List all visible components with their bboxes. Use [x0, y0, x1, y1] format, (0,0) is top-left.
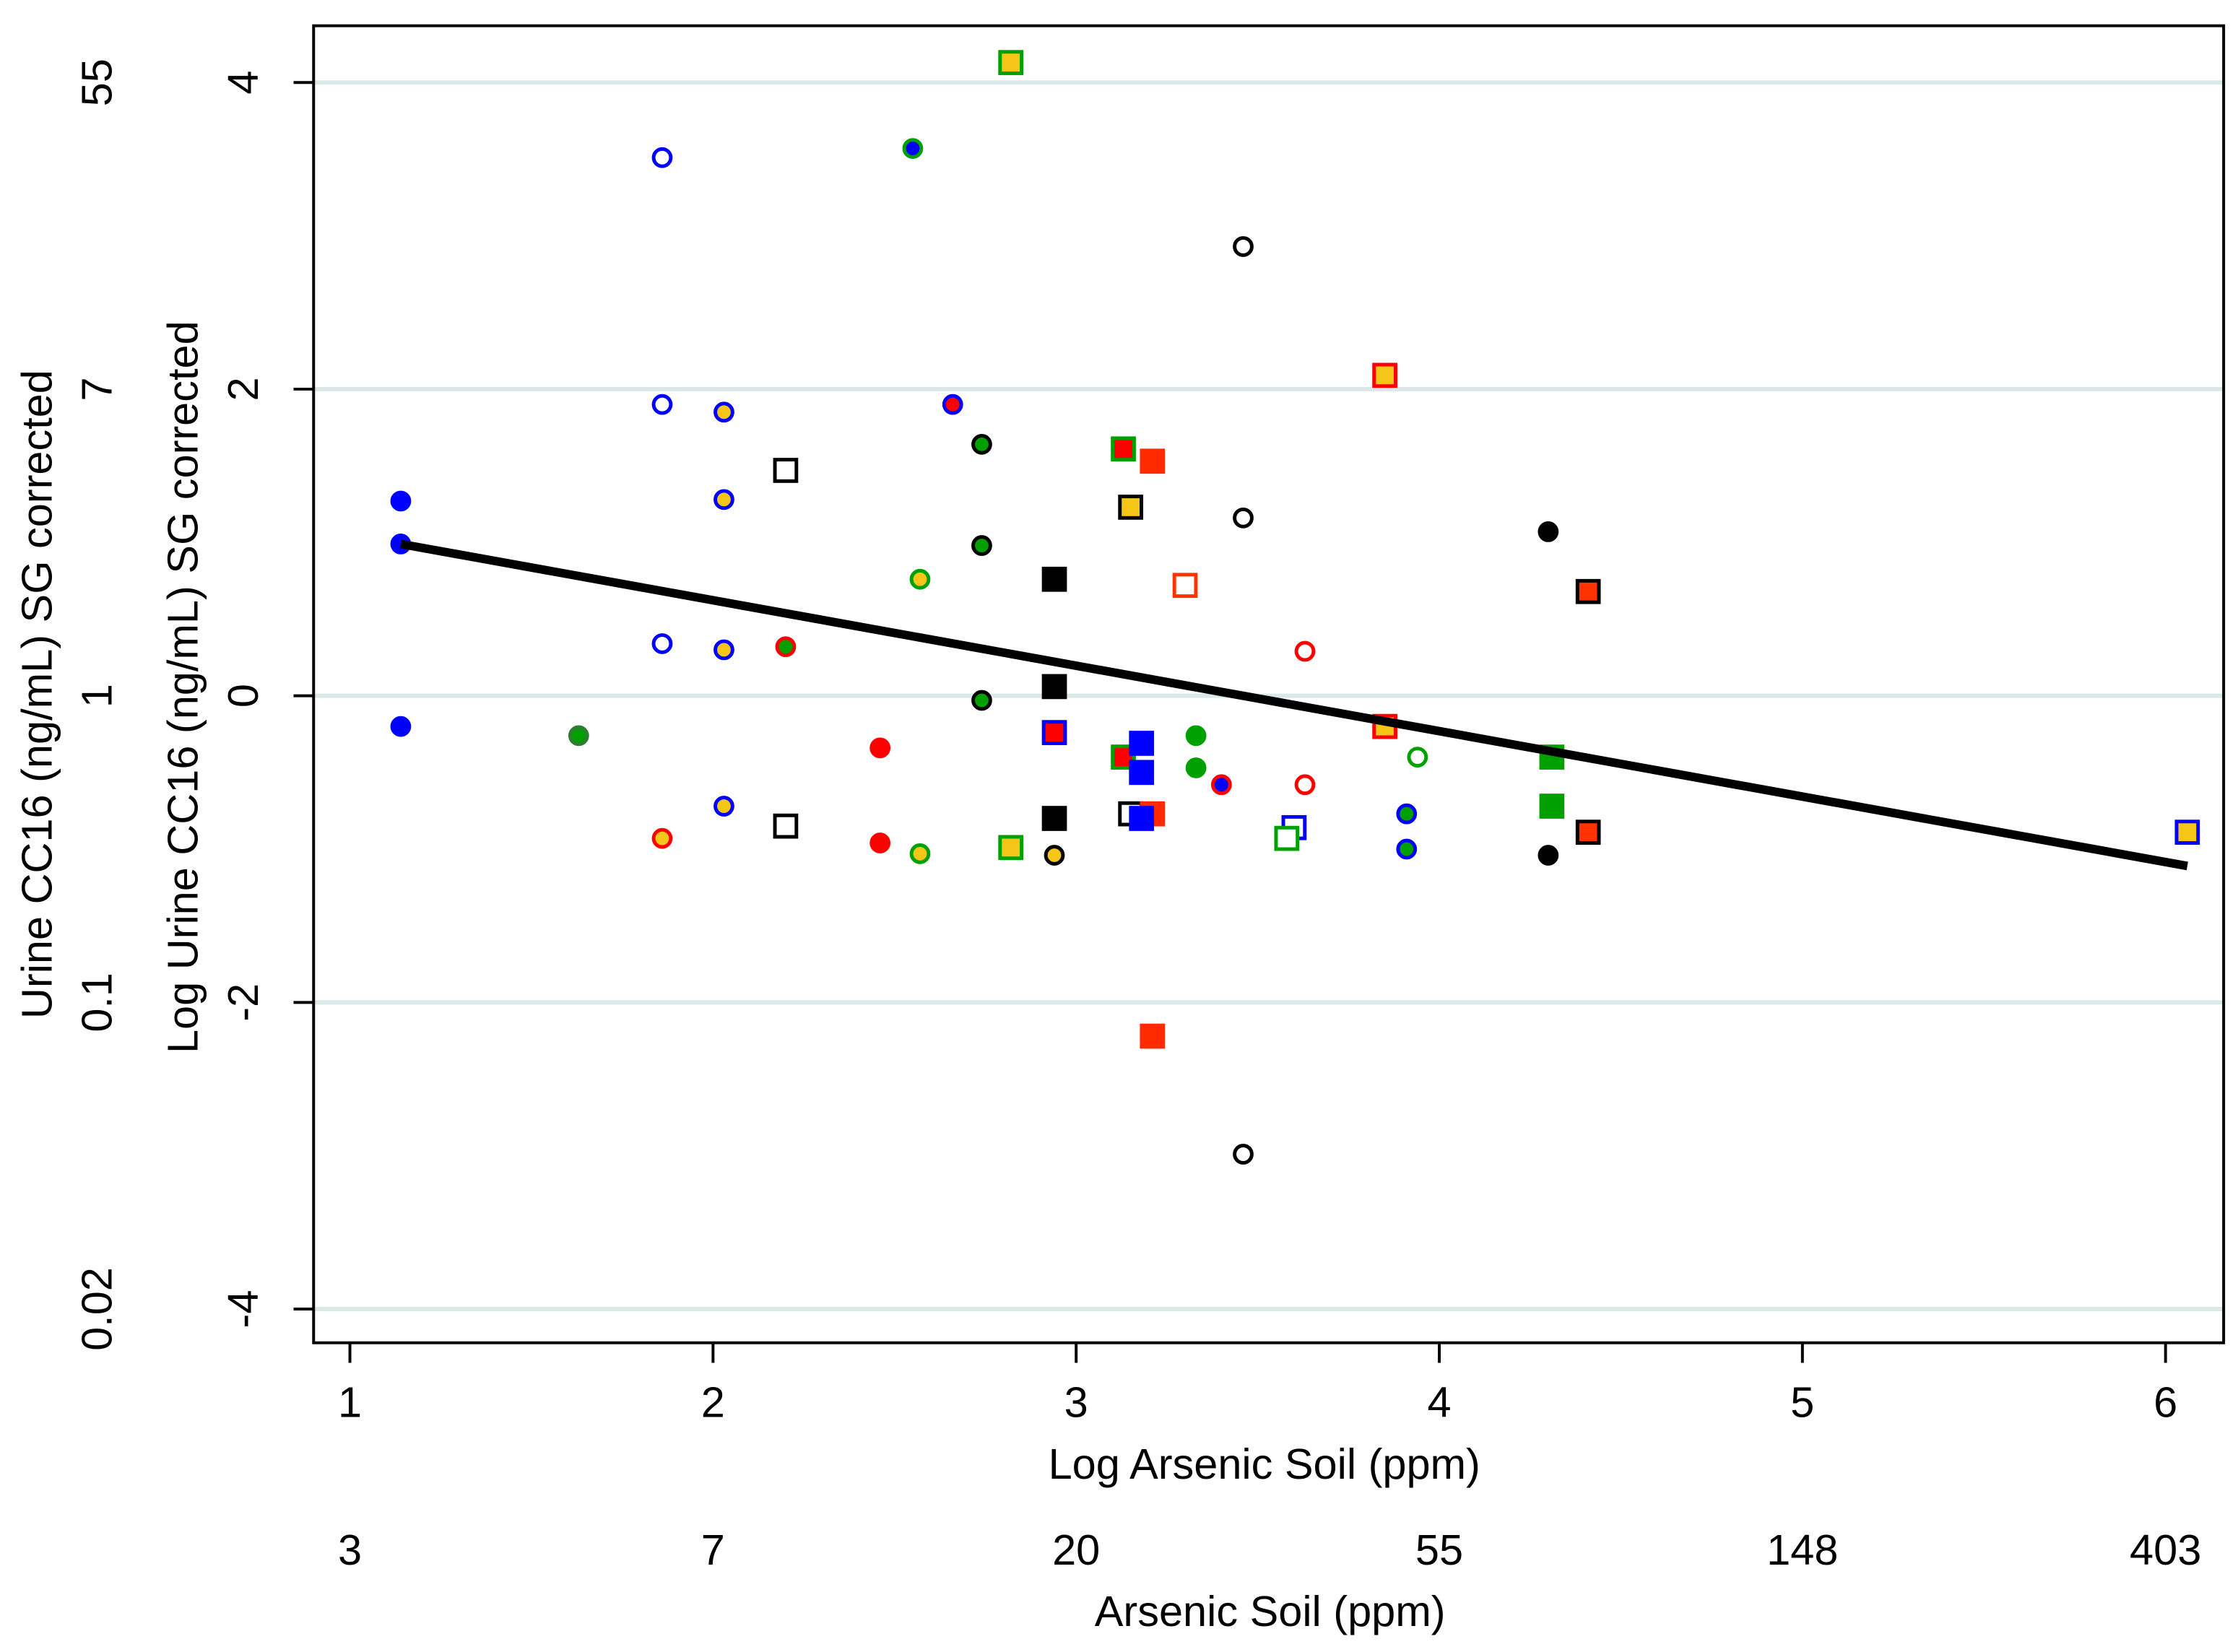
circle-point [1294, 774, 1316, 796]
circle-point [714, 489, 734, 510]
square-point [1539, 794, 1565, 819]
x-tick-label: 1 [338, 1378, 362, 1427]
circle-point [390, 490, 412, 512]
y-tick-label: 4 [219, 71, 267, 95]
y-tick-label: 2 [219, 377, 267, 401]
circle-point [714, 401, 734, 423]
circle-point [775, 636, 797, 658]
x-tick-label: 4 [1427, 1378, 1451, 1427]
circle-point [1185, 725, 1207, 747]
circle-point [909, 843, 931, 864]
circle-point [902, 138, 924, 159]
y-outer-axis-title: Urine CC16 (ng/mL) SG corrected [12, 370, 61, 1019]
x-tick-label: 5 [1790, 1378, 1814, 1427]
square-point [1041, 806, 1067, 831]
grid [313, 80, 2224, 1312]
square-point [1118, 495, 1143, 520]
square-point [1172, 573, 1198, 599]
y-tick-label: 0 [219, 684, 267, 708]
circle-point [390, 716, 412, 737]
circle-point [1233, 507, 1254, 529]
x-outer-tick-label: 148 [1766, 1526, 1838, 1574]
circle-point [1233, 1144, 1254, 1165]
y-outer-tick-label: 7 [73, 377, 121, 401]
circle-point [1044, 845, 1065, 866]
x-outer-tick-label: 403 [2130, 1526, 2201, 1574]
circle-point [1210, 774, 1232, 796]
x-axis-title: Log Arsenic Soil (ppm) [1049, 1440, 1480, 1488]
plot-frame [312, 24, 2226, 1344]
circle-point [1185, 757, 1207, 778]
circle-point [651, 827, 673, 849]
square-point [1111, 436, 1136, 462]
circle-point [971, 535, 992, 556]
circle-point [714, 796, 734, 817]
square-point [998, 50, 1024, 75]
square-point [2174, 820, 2200, 845]
circle-point [1537, 845, 1559, 866]
y-outer-tick-label: 0.1 [73, 973, 121, 1032]
x-outer-tick-label: 20 [1052, 1526, 1100, 1574]
square-point [1041, 720, 1067, 745]
circle-point [971, 690, 992, 711]
circle-point [1537, 521, 1559, 542]
y-axis-title: Log Urine CC16 (ng/mL) SG corrected [159, 321, 207, 1053]
x-outer-tick-label: 3 [338, 1526, 362, 1574]
circle-point [1396, 838, 1418, 860]
circle-point [869, 832, 891, 853]
y-outer-tick-label: 1 [73, 684, 121, 708]
y-outer-tick-label: 55 [73, 58, 121, 106]
x-tick-label: 3 [1064, 1378, 1088, 1427]
square-point [1129, 806, 1155, 831]
circle-point [909, 568, 931, 590]
x-tick-label: 6 [2154, 1378, 2177, 1427]
circle-point [568, 725, 589, 747]
square-point [1575, 820, 1601, 845]
circle-point [1233, 236, 1254, 257]
circle-point [714, 639, 734, 661]
x-outer-tick-label: 7 [701, 1526, 725, 1574]
marks [390, 50, 2200, 1165]
square-point [1140, 1023, 1166, 1049]
y-tick-label: -2 [219, 983, 267, 1022]
square-point [998, 835, 1024, 861]
circle-point [1407, 747, 1428, 768]
square-point [1575, 578, 1601, 604]
square-point [773, 813, 799, 839]
square-point [1129, 731, 1155, 756]
trend-line [399, 539, 2188, 871]
circle-point [651, 147, 673, 168]
circle-point [1396, 803, 1418, 825]
y-outer-tick-label: 0.02 [73, 1267, 121, 1351]
square-point [773, 458, 799, 483]
circle-point [651, 633, 673, 654]
x-tick-label: 2 [701, 1378, 725, 1427]
square-point [1041, 566, 1067, 592]
x-outer-tick-label: 55 [1415, 1526, 1463, 1574]
square-point [1372, 362, 1397, 388]
circle-point [1294, 640, 1316, 662]
circle-point [971, 434, 992, 455]
circle-point [942, 394, 963, 415]
y-tick-label: -4 [219, 1290, 267, 1329]
circle-point [869, 737, 891, 759]
x-outer-axis-title: Arsenic Soil (ppm) [1095, 1587, 1446, 1635]
circle-point [651, 394, 673, 415]
square-point [1041, 674, 1067, 700]
square-point [1274, 825, 1300, 851]
square-point [1129, 760, 1155, 786]
square-point [1140, 448, 1166, 474]
